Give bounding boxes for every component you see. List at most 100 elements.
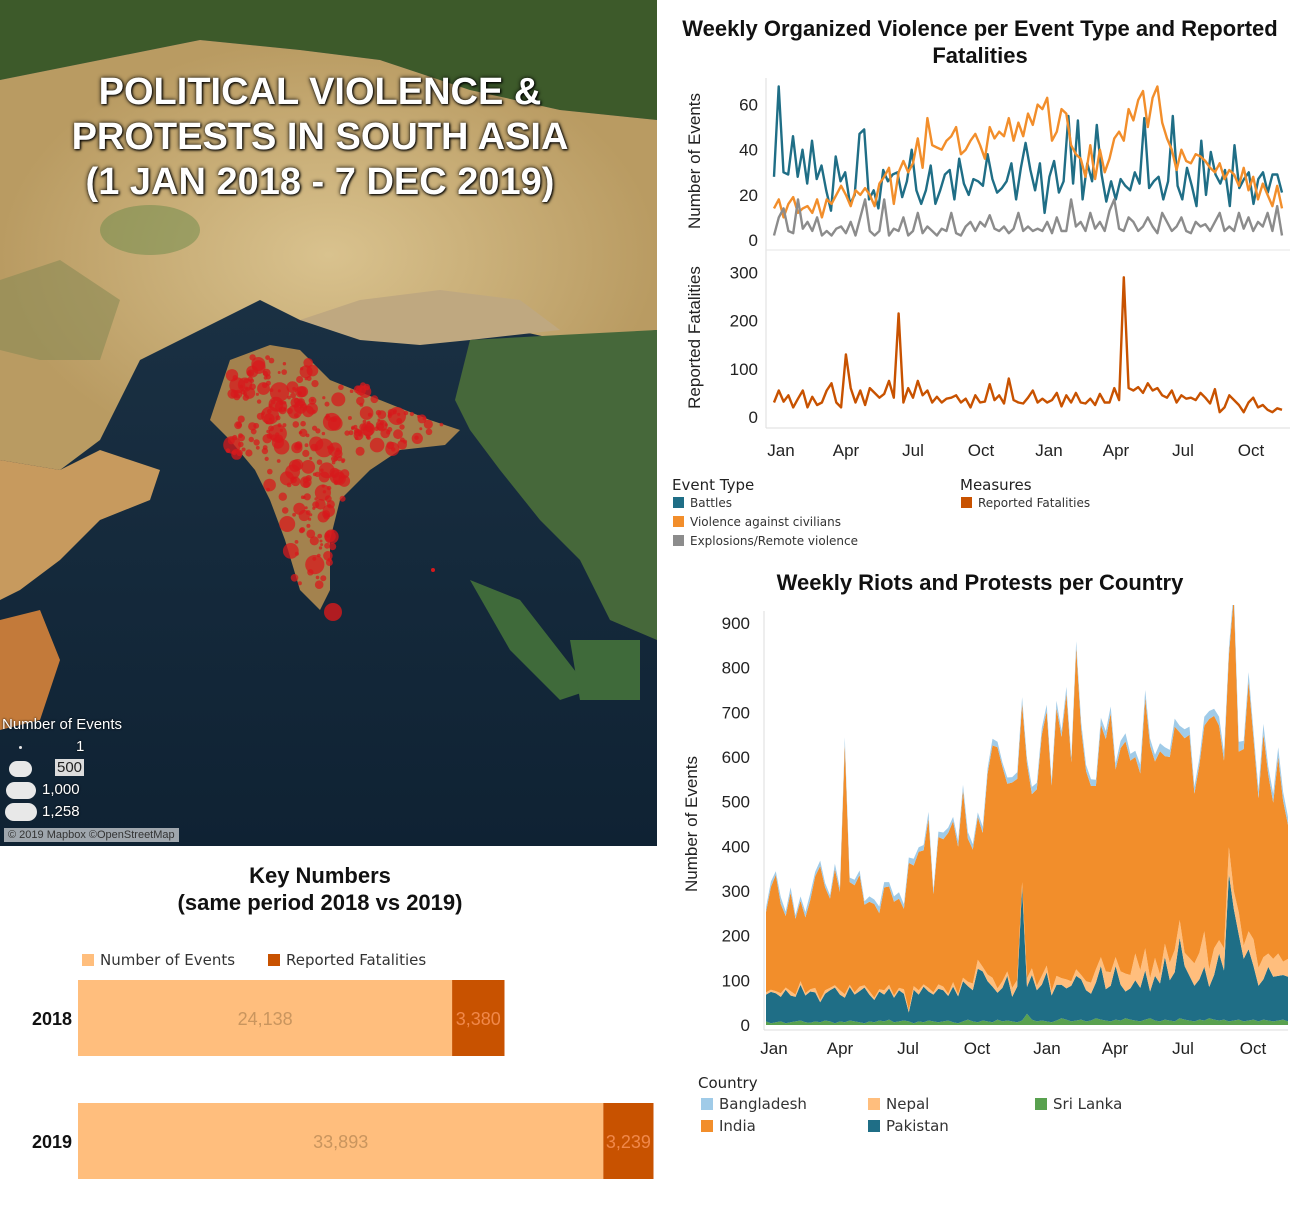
legend-item-pakistan[interactable]: Pakistan: [868, 1117, 949, 1135]
event-point: [315, 499, 326, 510]
event-point: [281, 369, 288, 375]
map-panel[interactable]: POLITICAL VIOLENCE & PROTESTS IN SOUTH A…: [0, 0, 657, 846]
series-line-explosions-remote-violence[interactable]: [772, 198, 1284, 237]
legend-item-battles[interactable]: Battles: [673, 496, 732, 510]
legend-item-violence-against-civilians[interactable]: Violence against civilians: [673, 515, 841, 529]
series-line-battles[interactable]: [772, 85, 1284, 215]
event-point: [266, 433, 273, 439]
legend-swatch: [268, 954, 280, 966]
event-point: [299, 430, 303, 434]
event-point: [282, 423, 287, 428]
legend-item-bangladesh[interactable]: Bangladesh: [701, 1095, 807, 1113]
event-point: [237, 415, 245, 423]
legend-item-reported-fatalities[interactable]: Reported Fatalities: [961, 496, 1090, 510]
event-point: [363, 383, 371, 391]
event-point: [311, 380, 319, 388]
legend-item-key-fatalities[interactable]: Reported Fatalities: [268, 951, 426, 969]
x-tick-label: Jul: [1172, 441, 1194, 460]
event-point: [277, 389, 281, 393]
event-point: [231, 450, 237, 456]
event-point: [232, 434, 238, 441]
event-point: [304, 443, 309, 448]
map-attribution[interactable]: © 2019 Mapbox ©OpenStreetMap: [4, 828, 179, 842]
legend-swatch: [1035, 1098, 1047, 1110]
legend-item-sri-lanka[interactable]: Sri Lanka: [1035, 1095, 1122, 1113]
event-point: [263, 413, 275, 425]
event-point: [317, 511, 329, 523]
map-legend-row: 1,258: [0, 803, 150, 823]
event-point: [266, 487, 270, 492]
event-point: [278, 492, 287, 501]
bar-reported-fatalities[interactable]: [452, 980, 505, 1056]
event-point: [374, 426, 379, 432]
event-point: [240, 389, 246, 395]
event-point: [225, 369, 239, 382]
legend-item-number-of-events[interactable]: Number of Events: [82, 951, 235, 969]
event-point: [431, 568, 435, 572]
riots-area-chart[interactable]: 0 100 200 300 400 500 600 700 800 900 Number of Ev…: [660, 605, 1300, 1065]
area-pakistan[interactable]: [766, 874, 1288, 1024]
legend-swatch: [701, 1098, 713, 1110]
event-point: [362, 425, 374, 437]
fatalities-value-label: 3,380: [456, 1009, 501, 1029]
event-points: [223, 354, 444, 621]
event-point: [305, 475, 312, 482]
event-point: [301, 460, 316, 474]
y-tick-label: 40: [739, 141, 758, 160]
violence-line-chart[interactable]: 0 20 40 60 Number of Events 0 100 200 300 Reporte…: [660, 70, 1300, 470]
key-numbers-bar-chart[interactable]: 2018 24,138 3,380 2019 33,893 3,239: [0, 970, 660, 1190]
legend-item-india[interactable]: India: [701, 1117, 756, 1135]
event-point: [241, 447, 246, 452]
event-point: [298, 527, 305, 534]
event-point: [251, 360, 266, 374]
bar-reported-fatalities[interactable]: [603, 1103, 654, 1179]
event-point: [247, 370, 252, 376]
event-point: [300, 495, 305, 500]
legend-item-nepal[interactable]: Nepal: [868, 1095, 929, 1113]
y-axis-label: Number of Events: [685, 93, 704, 229]
area-bangladesh[interactable]: [766, 605, 1288, 919]
event-point: [285, 464, 300, 480]
y-axis-label: Number of Events: [682, 756, 701, 892]
event-point: [303, 358, 314, 368]
event-point: [268, 425, 274, 432]
x-tick-label: Oct: [964, 1039, 991, 1058]
y-tick-label: 200: [722, 927, 750, 946]
x-tick-label: Oct: [968, 441, 995, 460]
x-tick-label: Oct: [1240, 1039, 1267, 1058]
series-line-violence-against-civilians[interactable]: [772, 85, 1284, 219]
event-point: [379, 420, 385, 426]
area-sri-lanka[interactable]: [766, 1013, 1288, 1025]
map-legend-row: 1,000: [0, 781, 150, 801]
event-point: [279, 516, 296, 532]
event-point: [274, 434, 284, 443]
event-point: [351, 426, 355, 430]
legend-item-explosions[interactable]: Explosions/Remote violence: [673, 534, 858, 548]
central-asia: [0, 40, 657, 470]
x-tick-label: Jul: [897, 1039, 919, 1058]
event-point: [296, 376, 304, 383]
bar-number-of-events[interactable]: [78, 980, 453, 1056]
map-legend-row[interactable]: 500: [0, 759, 150, 779]
event-point: [321, 431, 326, 436]
area-india[interactable]: [766, 605, 1288, 1011]
area-nepal[interactable]: [766, 847, 1288, 1013]
event-point: [366, 435, 370, 440]
event-point: [249, 383, 256, 391]
event-point: [314, 580, 324, 589]
event-point: [439, 422, 444, 427]
event-point: [294, 551, 299, 556]
size-symbol: [6, 782, 36, 799]
event-point: [359, 406, 374, 420]
series-line-reported-fatalities[interactable]: [772, 276, 1283, 414]
northern-forest: [0, 0, 657, 120]
map-title: POLITICAL VIOLENCE & PROTESTS IN SOUTH A…: [0, 70, 640, 205]
event-point: [340, 469, 350, 479]
event-point: [315, 428, 321, 434]
satellite-map[interactable]: [0, 0, 657, 846]
bar-number-of-events[interactable]: [78, 1103, 604, 1179]
event-point: [425, 428, 433, 436]
event-point: [238, 434, 245, 442]
x-tick-label: Jan: [1033, 1039, 1060, 1058]
event-point: [331, 529, 335, 533]
